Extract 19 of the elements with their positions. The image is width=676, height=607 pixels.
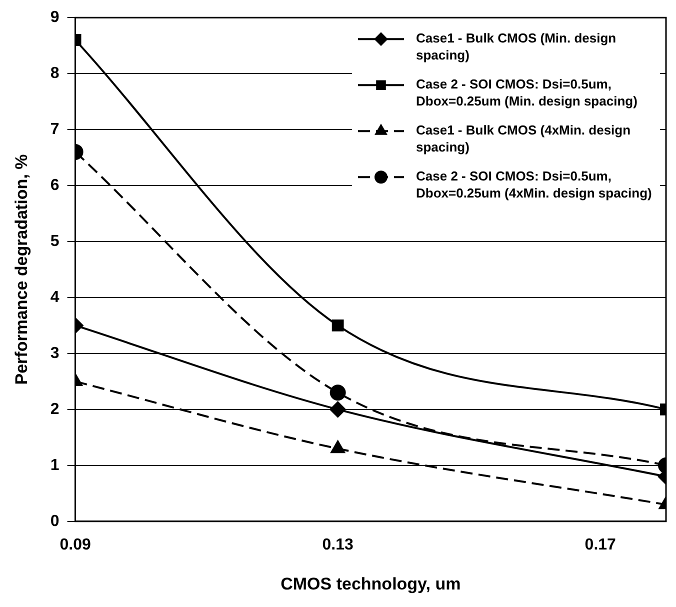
y-tick-label: 9 — [50, 9, 60, 26]
y-tick-label: 5 — [50, 232, 60, 250]
legend-label: Case1 - Bulk CMOS (4xMin. design spacing) — [416, 122, 631, 155]
legend-label: Case 2 - SOI CMOS: Dsi=0.5um, Dbox=0.25um (4xMin. design spacing) — [416, 168, 652, 201]
y-tick-label: 3 — [50, 344, 60, 362]
y-tick-label: 6 — [50, 176, 60, 194]
x-tick-label: 0.17 — [584, 536, 616, 554]
x-tick-label: 0.13 — [322, 536, 354, 554]
legend-label: Case 2 - SOI CMOS: Dsi=0.5um, Dbox=0.25um (Min. design spacing) — [416, 76, 638, 109]
y-tick-label: 4 — [50, 288, 60, 306]
y-tick-label: 0 — [50, 512, 60, 530]
y-axis-title: Performance degradation, % — [12, 154, 31, 385]
y-tick-label: 7 — [50, 120, 60, 138]
x-axis-title: CMOS technology, um — [280, 574, 461, 594]
x-tick-label: 0.09 — [60, 536, 91, 554]
legend-label: Case1 - Bulk CMOS (Min. design spacing) — [416, 30, 616, 63]
y-tick-label: 2 — [50, 400, 60, 418]
y-tick-label: 1 — [50, 456, 60, 474]
y-tick-label: 8 — [50, 64, 60, 82]
